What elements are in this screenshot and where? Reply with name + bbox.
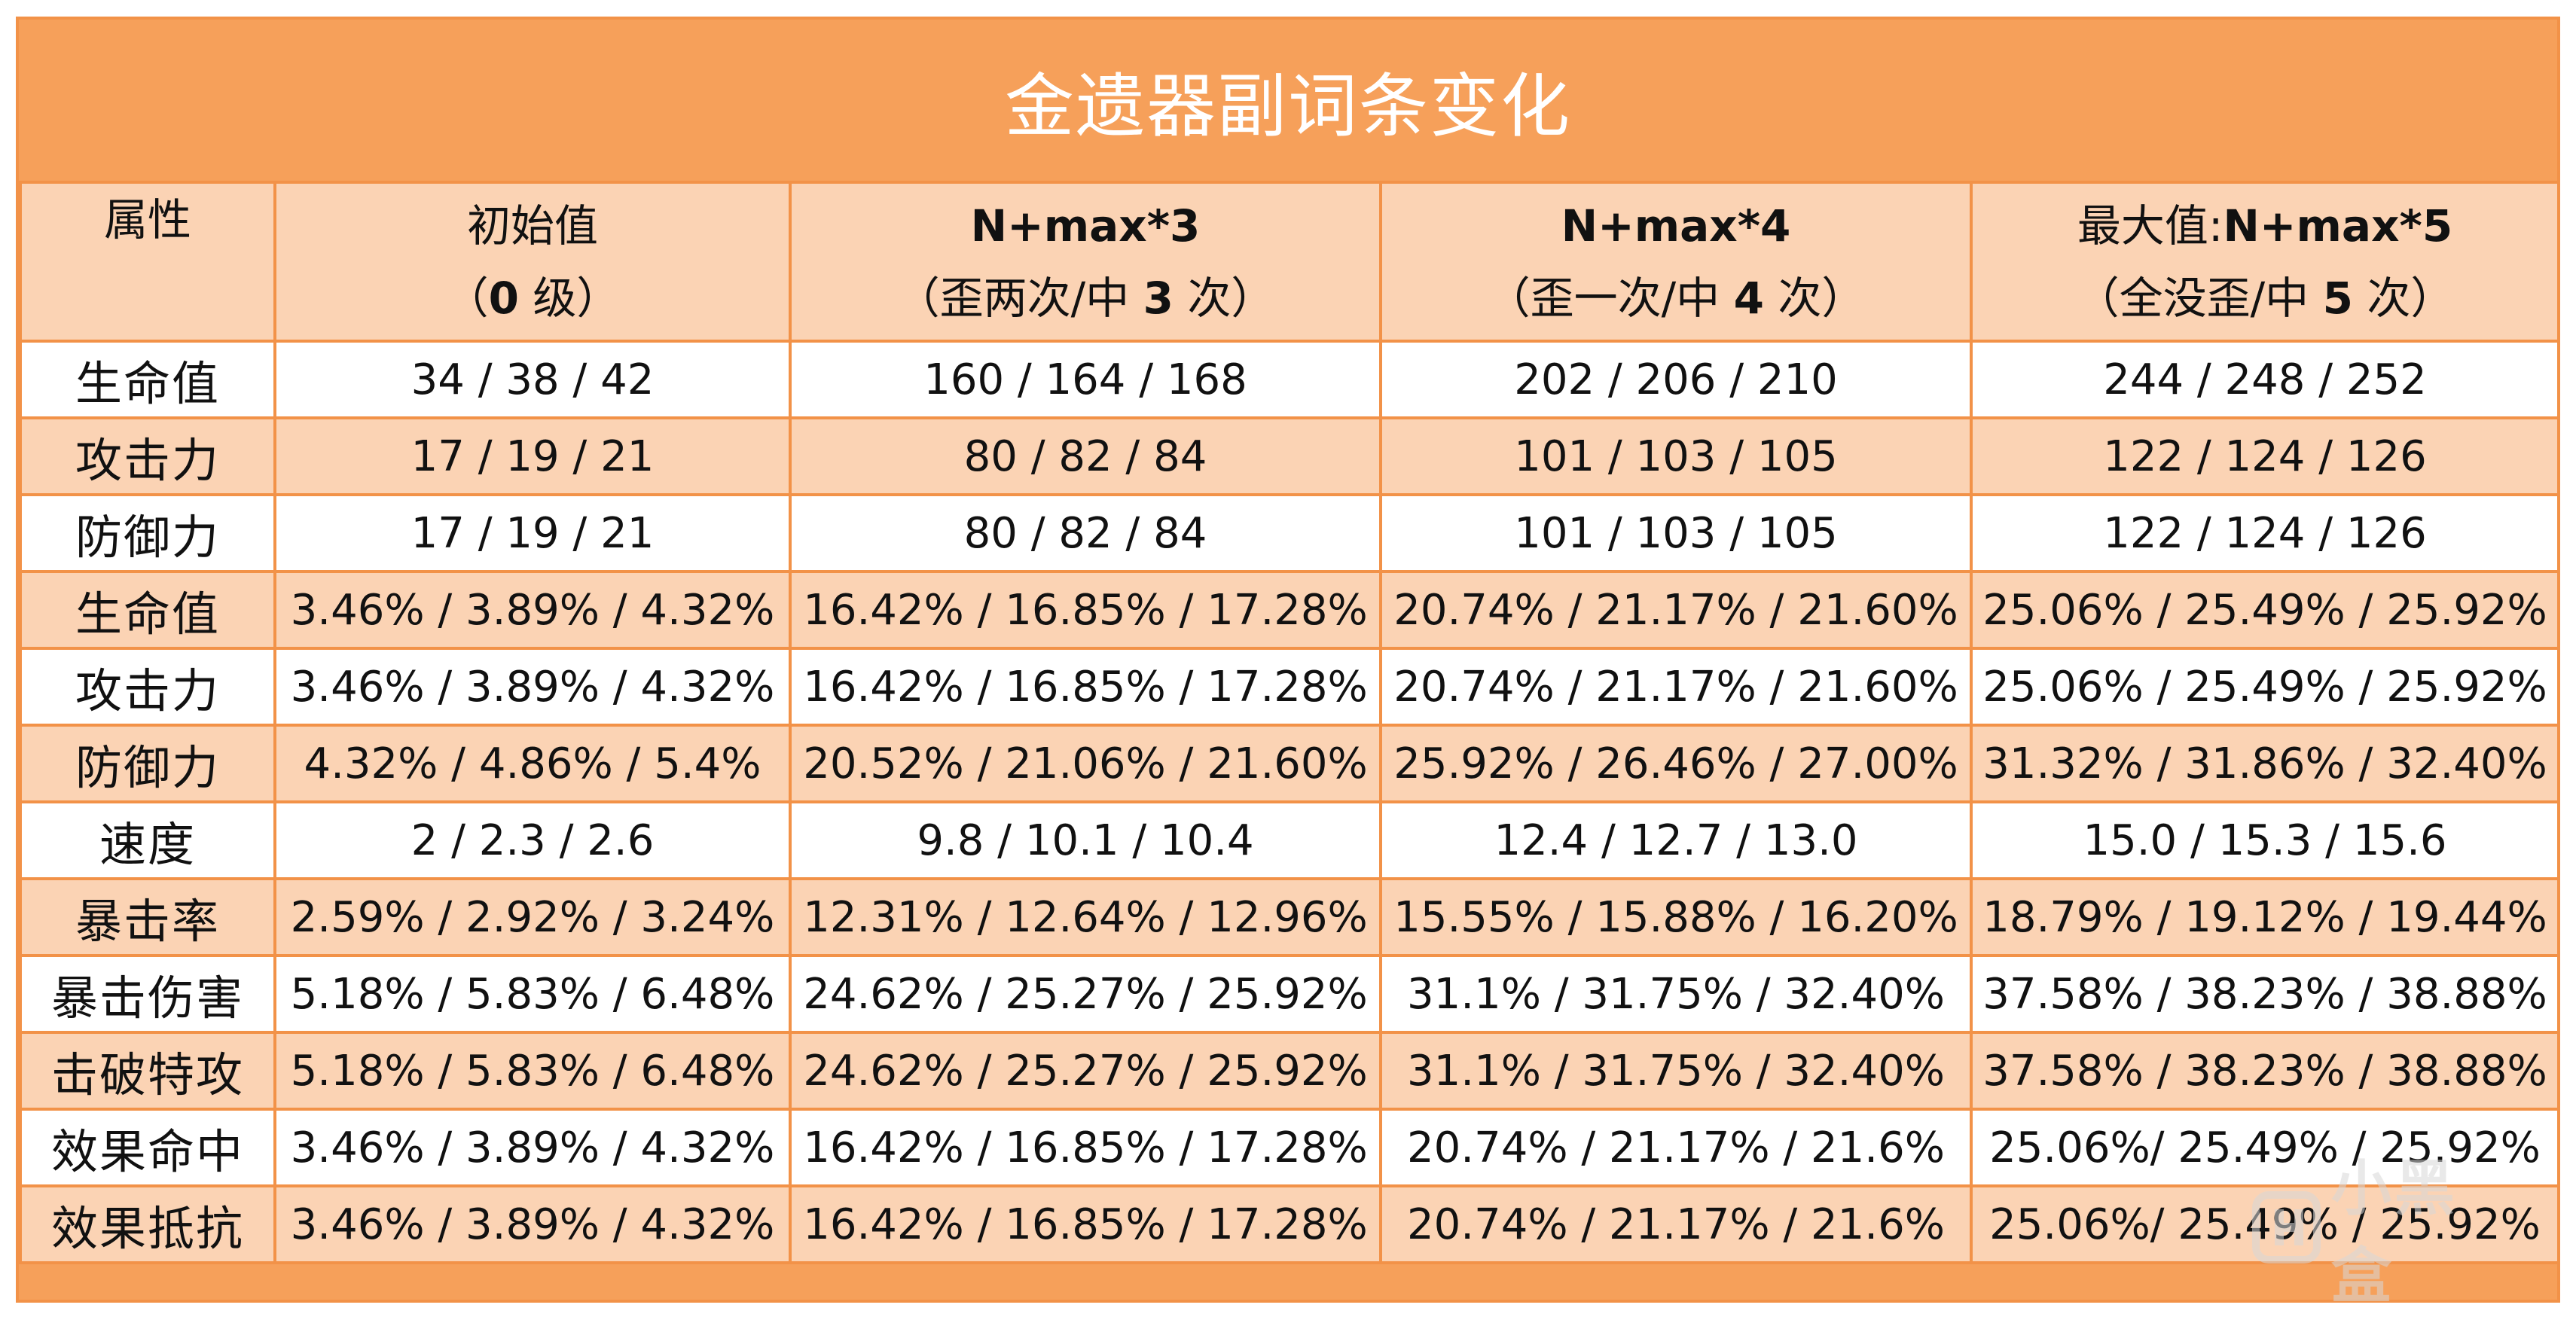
cell-initial: 34 / 38 / 42 <box>273 340 792 419</box>
table-row: 防御力 4.32% / 4.86% / 5.4% 20.52% / 21.06%… <box>19 724 2560 803</box>
row-attr: 速度 <box>19 800 276 880</box>
cell-max4: 20.74% / 21.17% / 21.6% <box>1379 1184 1973 1264</box>
row-attr: 生命值 <box>19 570 276 650</box>
cell-max5: 122 / 124 / 126 <box>1970 416 2560 496</box>
table-row: 防御力 17 / 19 / 21 80 / 82 / 84 101 / 103 … <box>19 493 2560 573</box>
cell-max3: 12.31% / 12.64% / 12.96% <box>789 877 1382 957</box>
cell-max3: 80 / 82 / 84 <box>789 493 1382 573</box>
row-attr: 暴击伤害 <box>19 954 276 1034</box>
cell-max5: 25.06%/ 25.49% / 25.92% <box>1970 1184 2560 1264</box>
header-max3-sub: （歪两次/中 3 次） <box>896 272 1275 324</box>
cell-max4: 101 / 103 / 105 <box>1379 493 1973 573</box>
cell-initial: 3.46% / 3.89% / 4.32% <box>273 1108 792 1187</box>
cell-max5: 244 / 248 / 252 <box>1970 340 2560 419</box>
header-max5: 最大值:N+max*5 （全没歪/中 5 次） <box>1970 181 2560 343</box>
cell-max3: 160 / 164 / 168 <box>789 340 1382 419</box>
table-row: 速度 2 / 2.3 / 2.6 9.8 / 10.1 / 10.4 12.4 … <box>19 800 2560 880</box>
row-attr: 击破特攻 <box>19 1031 276 1111</box>
cell-max5: 18.79% / 19.12% / 19.44% <box>1970 877 2560 957</box>
cell-max4: 25.92% / 26.46% / 27.00% <box>1379 724 1973 803</box>
cell-max4: 20.74% / 21.17% / 21.60% <box>1379 570 1973 650</box>
cell-max4: 31.1% / 31.75% / 32.40% <box>1379 954 1973 1034</box>
table-row: 生命值 3.46% / 3.89% / 4.32% 16.42% / 16.85… <box>19 570 2560 650</box>
cell-max4: 20.74% / 21.17% / 21.6% <box>1379 1108 1973 1187</box>
cell-max4: 15.55% / 15.88% / 16.20% <box>1379 877 1973 957</box>
table-row: 攻击力 3.46% / 3.89% / 4.32% 16.42% / 16.85… <box>19 647 2560 727</box>
table-row: 效果抵抗 3.46% / 3.89% / 4.32% 16.42% / 16.8… <box>19 1184 2560 1264</box>
cell-max5: 25.06% / 25.49% / 25.92% <box>1970 647 2560 727</box>
cell-initial: 2 / 2.3 / 2.6 <box>273 800 792 880</box>
cell-max5: 15.0 / 15.3 / 15.6 <box>1970 800 2560 880</box>
cell-initial: 3.46% / 3.89% / 4.32% <box>273 1184 792 1264</box>
header-max4: N+max*4 （歪一次/中 4 次） <box>1379 181 1973 343</box>
cell-initial: 3.46% / 3.89% / 4.32% <box>273 647 792 727</box>
header-row: 属性 初始值 （0 级） N+max*3 （歪两次/中 3 次） N+max*4… <box>19 181 2560 343</box>
cell-initial: 5.18% / 5.83% / 6.48% <box>273 954 792 1034</box>
table-row: 暴击率 2.59% / 2.92% / 3.24% 12.31% / 12.64… <box>19 877 2560 957</box>
header-initial: 初始值 （0 级） <box>273 181 792 343</box>
table-frame: 金遗器副词条变化 属性 初始值 （0 级） N+max*3 （歪两 <box>16 17 2560 1303</box>
table-row: 攻击力 17 / 19 / 21 80 / 82 / 84 101 / 103 … <box>19 416 2560 496</box>
row-attr: 攻击力 <box>19 647 276 727</box>
header-max4-sub: （歪一次/中 4 次） <box>1486 272 1866 324</box>
cell-max5: 25.06% / 25.49% / 25.92% <box>1970 570 2560 650</box>
cell-max3: 24.62% / 25.27% / 25.92% <box>789 1031 1382 1111</box>
cell-initial: 5.18% / 5.83% / 6.48% <box>273 1031 792 1111</box>
cell-initial: 4.32% / 4.86% / 5.4% <box>273 724 792 803</box>
row-attr: 生命值 <box>19 340 276 419</box>
header-max3: N+max*3 （歪两次/中 3 次） <box>789 181 1382 343</box>
table-row: 击破特攻 5.18% / 5.83% / 6.48% 24.62% / 25.2… <box>19 1031 2560 1111</box>
header-initial-sub: （0 级） <box>444 272 621 324</box>
cell-max4: 101 / 103 / 105 <box>1379 416 1973 496</box>
table-row: 暴击伤害 5.18% / 5.83% / 6.48% 24.62% / 25.2… <box>19 954 2560 1034</box>
cell-max5: 37.58% / 38.23% / 38.88% <box>1970 1031 2560 1111</box>
cell-max3: 16.42% / 16.85% / 17.28% <box>789 647 1382 727</box>
table-title: 金遗器副词条变化 <box>1004 66 1571 147</box>
substat-table: 属性 初始值 （0 级） N+max*3 （歪两次/中 3 次） N+max*4… <box>19 181 2560 1264</box>
cell-max5: 31.32% / 31.86% / 32.40% <box>1970 724 2560 803</box>
cell-initial: 2.59% / 2.92% / 3.24% <box>273 877 792 957</box>
cell-max5: 37.58% / 38.23% / 38.88% <box>1970 954 2560 1034</box>
row-attr: 暴击率 <box>19 877 276 957</box>
table-row: 生命值 34 / 38 / 42 160 / 164 / 168 202 / 2… <box>19 340 2560 419</box>
cell-max3: 9.8 / 10.1 / 10.4 <box>789 800 1382 880</box>
cell-max5: 122 / 124 / 126 <box>1970 493 2560 573</box>
cell-max4: 20.74% / 21.17% / 21.60% <box>1379 647 1973 727</box>
cell-max3: 20.52% / 21.06% / 21.60% <box>789 724 1382 803</box>
cell-initial: 17 / 19 / 21 <box>273 416 792 496</box>
row-attr: 防御力 <box>19 724 276 803</box>
cell-max3: 16.42% / 16.85% / 17.28% <box>789 570 1382 650</box>
cell-max4: 12.4 / 12.7 / 13.0 <box>1379 800 1973 880</box>
row-attr: 效果抵抗 <box>19 1184 276 1264</box>
header-max5-sub: （全没歪/中 5 次） <box>2075 272 2455 324</box>
cell-max3: 16.42% / 16.85% / 17.28% <box>789 1184 1382 1264</box>
cell-max5: 25.06%/ 25.49% / 25.92% <box>1970 1108 2560 1187</box>
cell-max3: 16.42% / 16.85% / 17.28% <box>789 1108 1382 1187</box>
cell-max4: 31.1% / 31.75% / 32.40% <box>1379 1031 1973 1111</box>
row-attr: 攻击力 <box>19 416 276 496</box>
cell-max3: 24.62% / 25.27% / 25.92% <box>789 954 1382 1034</box>
header-attr: 属性 <box>19 181 276 343</box>
cell-max3: 80 / 82 / 84 <box>789 416 1382 496</box>
cell-initial: 17 / 19 / 21 <box>273 493 792 573</box>
table-row: 效果命中 3.46% / 3.89% / 4.32% 16.42% / 16.8… <box>19 1108 2560 1187</box>
row-attr: 防御力 <box>19 493 276 573</box>
row-attr: 效果命中 <box>19 1108 276 1187</box>
cell-max4: 202 / 206 / 210 <box>1379 340 1973 419</box>
cell-initial: 3.46% / 3.89% / 4.32% <box>273 570 792 650</box>
